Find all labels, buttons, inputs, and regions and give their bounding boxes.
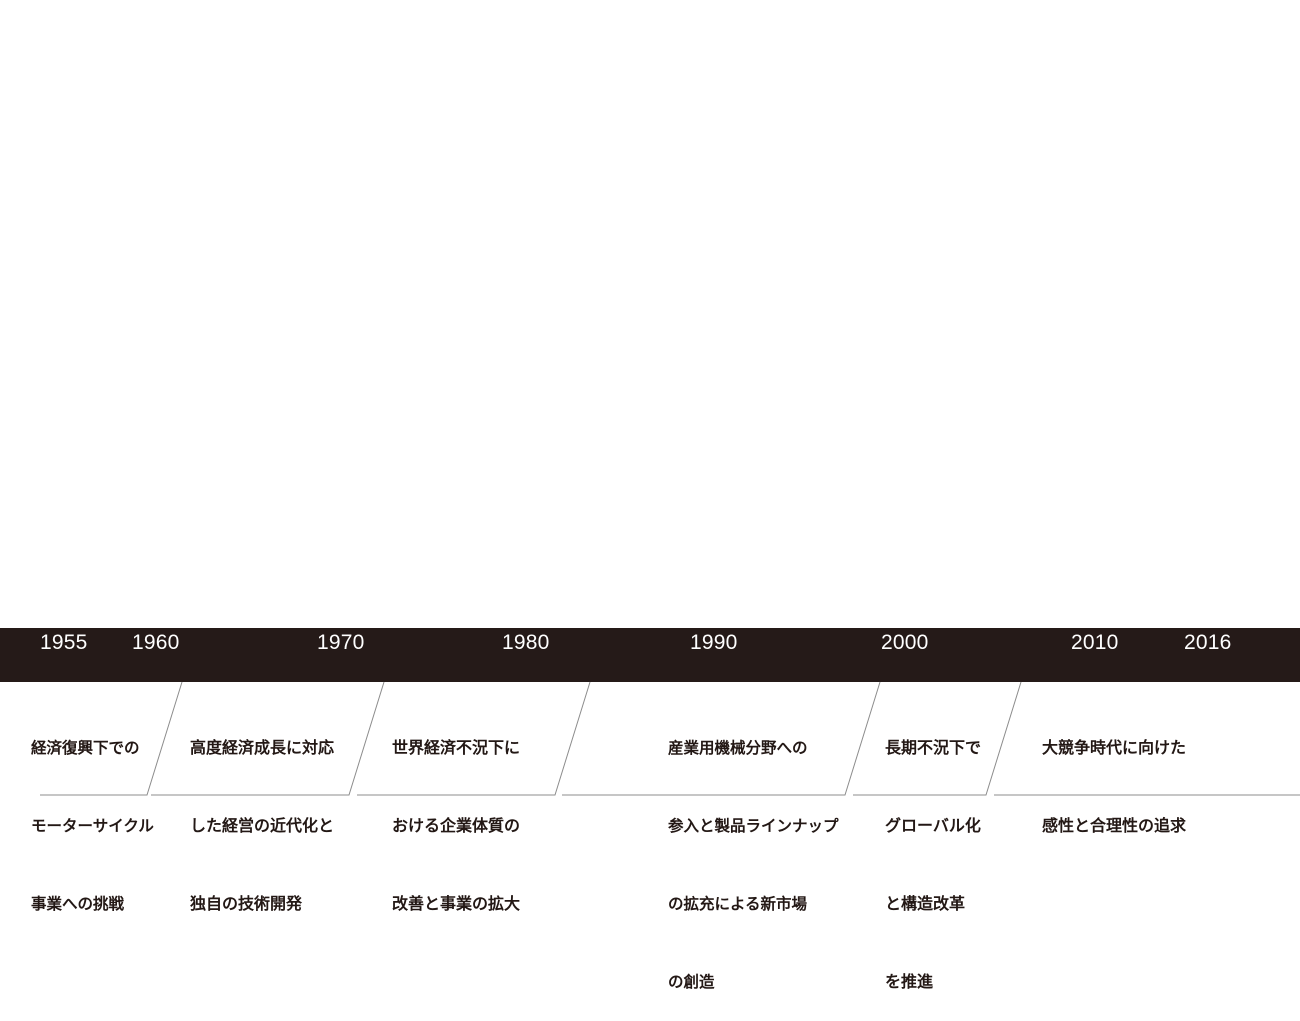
year-label-2010: 2010 (1071, 631, 1119, 654)
year-label-1990: 1990 (690, 631, 738, 654)
era-2000-line-1: 大競争時代に向けた (1042, 738, 1187, 757)
year-label-1980: 1980 (502, 631, 550, 654)
era-1970-line-1: 世界経済不況下に (392, 738, 521, 757)
year-label-2016: 2016 (1184, 631, 1232, 654)
era-1970-line-3: 改善と事業の拡大 (392, 894, 521, 913)
era-description-1990: 長期不況下で グローバル化 と構造改革 を推進 (885, 683, 981, 1021)
era-description-1980: 産業用機械分野への 参入と製品ラインナップ の拡充による新市場 の創造 (668, 683, 839, 1021)
era-description-1970: 世界経済不況下に おける企業体質の 改善と事業の拡大 (392, 683, 520, 943)
era-1990-line-3: と構造改革 (885, 894, 966, 913)
year-label-2000: 2000 (881, 631, 929, 654)
timeline-bar (0, 628, 1300, 682)
era-description-1960: 高度経済成長に対応 した経営の近代化と 独自の技術開発 (190, 683, 334, 943)
era-1980-line-1: 産業用機械分野への (668, 739, 808, 757)
era-1990-line-1: 長期不況下で (885, 738, 982, 757)
year-label-1970: 1970 (317, 631, 365, 654)
era-1980-line-4: の創造 (668, 973, 715, 991)
year-label-1955: 1955 (40, 631, 88, 654)
era-1955-line-1: 経済復興下での (31, 739, 140, 757)
era-1955-line-2: モーターサイクル (31, 817, 154, 835)
era-1960-line-1: 高度経済成長に対応 (190, 738, 335, 757)
year-label-1960: 1960 (132, 631, 180, 654)
era-1960-line-2: した経営の近代化と (190, 816, 335, 835)
era-1990-line-2: グローバル化 (885, 816, 981, 835)
era-1990-line-4: を推進 (885, 972, 934, 991)
era-description-2000: 大競争時代に向けた 感性と合理性の追求 (1042, 683, 1186, 865)
era-1980-line-2: 参入と製品ラインナップ (668, 817, 839, 835)
era-description-1955: 経済復興下での モーターサイクル 事業への挑戦 (31, 683, 154, 943)
era-1960-line-3: 独自の技術開発 (190, 894, 303, 913)
era-1980-line-3: の拡充による新市場 (668, 895, 808, 913)
era-1955-line-3: 事業への挑戦 (31, 895, 125, 913)
era-2000-line-2: 感性と合理性の追求 (1042, 816, 1187, 835)
era-1970-line-2: おける企業体質の (392, 816, 521, 835)
